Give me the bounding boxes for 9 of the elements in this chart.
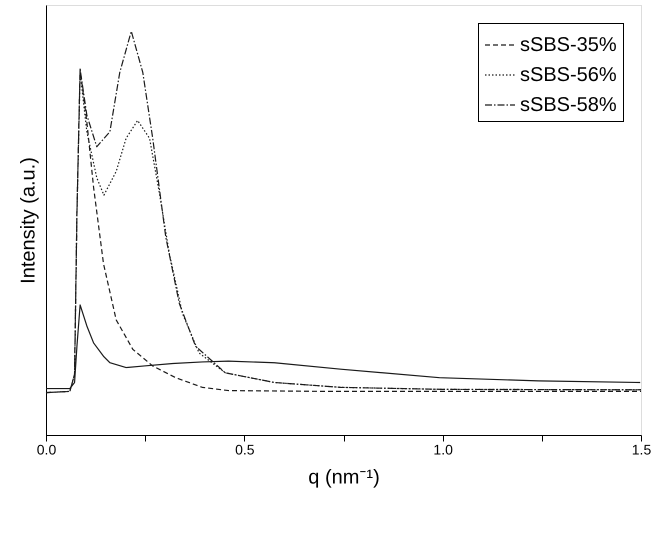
x-tick-label: 1.0	[433, 442, 454, 458]
legend-label: sSBS-35%	[520, 34, 617, 56]
x-tick-label: 0.0	[36, 442, 56, 458]
legend-label: sSBS-56%	[520, 64, 617, 86]
x-axis-title: q (nm⁻¹)	[308, 466, 380, 488]
x-tick-label: 1.5	[632, 442, 652, 458]
y-axis-title: Intensity (a.u.)	[18, 157, 40, 284]
legend-label: sSBS-58%	[520, 94, 617, 116]
x-tick-label: 0.5	[235, 442, 255, 458]
